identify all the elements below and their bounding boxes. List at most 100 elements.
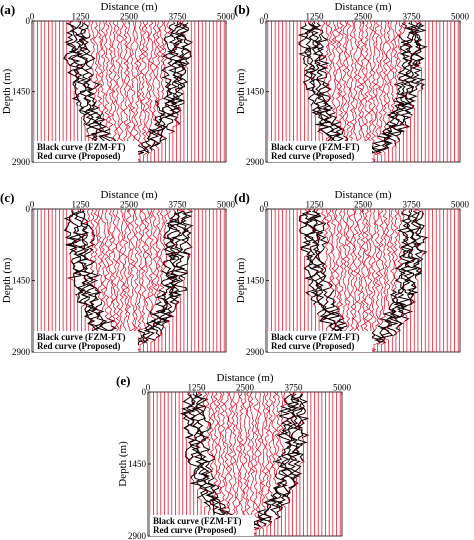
legend-fzm-ft: Black curve (FZM-FT) bbox=[153, 516, 241, 526]
legend: Black curve (FZM-FT)Red curve (Proposed) bbox=[34, 141, 138, 162]
trace-fzm-ft bbox=[90, 112, 106, 146]
trace-fzm-ft bbox=[92, 301, 108, 336]
trace-fzm-ft bbox=[370, 140, 385, 154]
x-axis-label: Distance (m) bbox=[334, 1, 391, 13]
x-tick-label: 2500 bbox=[120, 200, 139, 210]
trace-proposed bbox=[115, 20, 122, 162]
legend-proposed: Red curve (Proposed) bbox=[37, 341, 120, 351]
x-tick-label: 5000 bbox=[333, 383, 352, 393]
trace-fzm-ft bbox=[187, 393, 201, 479]
y-tick-label: 0 bbox=[142, 387, 147, 397]
x-axis-label: Distance (m) bbox=[216, 372, 273, 384]
trace-proposed bbox=[350, 20, 360, 163]
x-tick-label: 3750 bbox=[169, 12, 188, 22]
y-axis-label: Depth (m) bbox=[1, 257, 13, 303]
plot-frame bbox=[265, 20, 461, 163]
trace-fzm-ft bbox=[170, 210, 188, 296]
legend: Black curve (FZM-FT)Red curve (Proposed) bbox=[268, 141, 372, 162]
x-tick-label: 3750 bbox=[169, 200, 188, 210]
x-axis-label: Distance (m) bbox=[100, 1, 157, 13]
trace-fzm-ft bbox=[194, 394, 209, 499]
trace-proposed bbox=[356, 20, 364, 163]
trace-fzm-ft bbox=[199, 406, 213, 506]
legend: Black curve (FZM-FT)Red curve (Proposed) bbox=[34, 331, 138, 352]
trace-fzm-ft bbox=[168, 23, 185, 116]
trace-proposed bbox=[323, 208, 336, 352]
trace-fzm-ft bbox=[284, 394, 301, 489]
panel-e: (e) Distance (m) 0 1250 2500 3750 5000 0 1450 290… bbox=[116, 372, 352, 540]
trace-proposed bbox=[233, 391, 242, 537]
y-tick-label: 1450 bbox=[12, 276, 31, 286]
plot-frame bbox=[31, 20, 227, 163]
trace-fzm-ft bbox=[327, 112, 342, 146]
trace-proposed bbox=[362, 208, 370, 353]
trace-proposed bbox=[92, 208, 107, 352]
trace-fzm-ft bbox=[134, 335, 146, 343]
trace-fzm-ft bbox=[323, 100, 337, 142]
legend-proposed: Red curve (Proposed) bbox=[271, 341, 354, 351]
trace-fzm-ft bbox=[413, 211, 429, 255]
trace-fzm-ft bbox=[180, 22, 194, 67]
y-tick-label: 0 bbox=[26, 16, 31, 26]
trace-fzm-ft bbox=[307, 210, 323, 305]
trace-fzm-ft bbox=[315, 34, 331, 132]
x-tick-label: 5000 bbox=[451, 200, 470, 210]
trace-fzm-ft bbox=[303, 23, 319, 106]
legend: Black curve (FZM-FT)Red curve (Proposed) bbox=[150, 515, 254, 536]
trace-proposed bbox=[370, 20, 385, 162]
trace-proposed bbox=[140, 20, 150, 162]
trace-proposed bbox=[344, 208, 353, 352]
trace-fzm-ft bbox=[205, 473, 220, 515]
x-tick-label: 1250 bbox=[306, 200, 325, 210]
legend-fzm-ft: Black curve (FZM-FT) bbox=[271, 332, 359, 342]
trace-fzm-ft bbox=[276, 405, 293, 506]
trace-proposed bbox=[133, 20, 146, 162]
trace-proposed bbox=[236, 391, 248, 537]
legend-background bbox=[268, 141, 372, 162]
x-tick-label: 2500 bbox=[120, 12, 139, 22]
trace-proposed bbox=[120, 20, 132, 163]
trace-proposed bbox=[344, 20, 352, 162]
trace-proposed bbox=[371, 20, 382, 162]
x-tick-label: 0 bbox=[30, 200, 35, 210]
legend-background bbox=[34, 141, 138, 162]
trace-fzm-ft bbox=[407, 210, 423, 296]
x-tick-label: 5000 bbox=[451, 12, 470, 22]
trace-proposed bbox=[247, 391, 260, 537]
trace-proposed bbox=[128, 208, 140, 353]
x-axis-label: Distance (m) bbox=[100, 189, 157, 201]
seismic-traces bbox=[33, 20, 225, 163]
y-axis-label: Depth (m) bbox=[235, 68, 247, 114]
y-axis-label: Depth (m) bbox=[117, 441, 129, 487]
trace-fzm-ft bbox=[70, 23, 85, 106]
x-tick-label: 3750 bbox=[403, 200, 422, 210]
y-tick-label: 1450 bbox=[12, 87, 31, 97]
trace-fzm-ft bbox=[291, 394, 309, 462]
legend-background bbox=[34, 331, 138, 352]
trace-fzm-ft bbox=[67, 211, 83, 279]
x-axis-label: Distance (m) bbox=[334, 189, 391, 201]
trace-proposed bbox=[381, 208, 394, 352]
trace-proposed bbox=[108, 208, 121, 352]
x-tick-label: 3750 bbox=[285, 383, 304, 393]
x-tick-label: 2500 bbox=[354, 12, 373, 22]
trace-proposed bbox=[328, 20, 341, 162]
trace-proposed bbox=[207, 391, 218, 536]
trace-proposed bbox=[352, 208, 363, 353]
trace-proposed bbox=[176, 20, 190, 162]
x-tick-label: 2500 bbox=[236, 383, 255, 393]
y-tick-label: 1450 bbox=[246, 276, 265, 286]
trace-proposed bbox=[134, 208, 146, 352]
trace-proposed bbox=[152, 20, 165, 162]
plot-frame bbox=[147, 391, 343, 537]
y-tick-label: 1450 bbox=[246, 87, 265, 97]
trace-fzm-ft bbox=[142, 325, 150, 343]
panel-label: (a) bbox=[0, 2, 15, 17]
trace-proposed bbox=[122, 208, 129, 353]
trace-proposed bbox=[92, 20, 106, 162]
y-tick-label: 2900 bbox=[128, 531, 147, 540]
y-tick-label: 2900 bbox=[12, 157, 31, 167]
trace-fzm-ft bbox=[144, 140, 152, 153]
trace-fzm-ft bbox=[407, 23, 422, 106]
trace-fzm-ft bbox=[273, 453, 289, 510]
